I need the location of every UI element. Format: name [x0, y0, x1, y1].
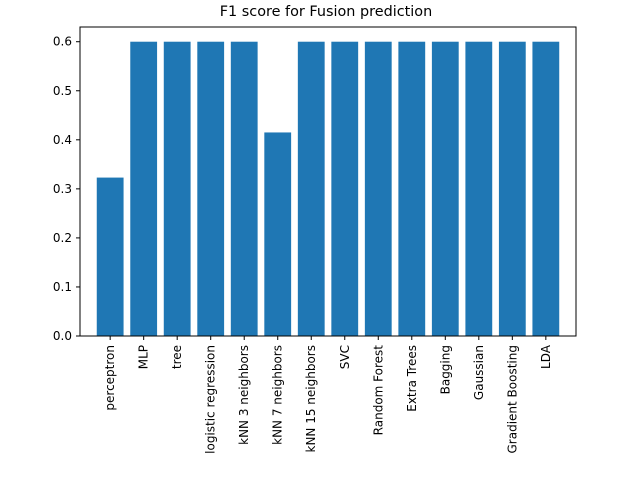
bar-perceptron	[96, 177, 124, 336]
bar-extra-trees	[398, 41, 426, 337]
bar-lda	[532, 41, 560, 337]
x-tick-label: kNN 15 neighbors	[304, 345, 318, 453]
bar-svc	[331, 41, 359, 337]
bar-mlp	[130, 41, 158, 337]
x-tick-label: SVC	[338, 345, 352, 369]
x-tick-label: kNN 3 neighbors	[237, 345, 251, 445]
bars-group	[96, 41, 560, 337]
y-tick-label: 0.6	[53, 35, 72, 49]
plot-frame	[79, 26, 577, 337]
bar-random-forest	[364, 41, 392, 337]
bar-gradient-boosting	[498, 41, 526, 337]
y-tick-label: 0.2	[53, 231, 72, 245]
x-tick-label: logistic regression	[204, 345, 218, 454]
axes-group	[79, 26, 577, 337]
x-tick-label: Gaussian	[472, 345, 486, 400]
x-tick-label: kNN 7 neighbors	[271, 345, 285, 445]
y-tick-label: 0.4	[53, 133, 72, 147]
bar-knn-15-neighbors	[297, 41, 325, 337]
x-tick-label: Gradient Boosting	[505, 345, 519, 453]
bar-logistic-regression	[197, 41, 225, 337]
y-tick-label: 0.0	[53, 329, 72, 343]
bar-knn-7-neighbors	[264, 132, 292, 336]
y-tick-label: 0.1	[53, 280, 72, 294]
y-axis-ticks: 0.0 0.1 0.2 0.3 0.4 0.5 0.6	[53, 35, 80, 343]
x-tick-label: perceptron	[103, 345, 117, 411]
x-tick-label: Bagging	[438, 345, 452, 394]
chart-title: F1 score for Fusion prediction	[220, 4, 432, 20]
bar-gaussian	[465, 41, 493, 337]
x-tick-label: Random Forest	[371, 345, 385, 436]
x-axis-ticks: perceptron MLP tree logistic regression kNN …	[103, 336, 553, 454]
y-tick-label: 0.5	[53, 84, 72, 98]
x-tick-label: LDA	[539, 344, 553, 369]
bar-bagging	[431, 41, 459, 337]
x-tick-label: tree	[170, 345, 184, 369]
x-tick-label: Extra Trees	[405, 345, 419, 412]
x-tick-label: MLP	[137, 345, 151, 369]
bar-knn-3-neighbors	[230, 41, 258, 337]
y-tick-label: 0.3	[53, 182, 72, 196]
bar-tree	[163, 41, 191, 337]
